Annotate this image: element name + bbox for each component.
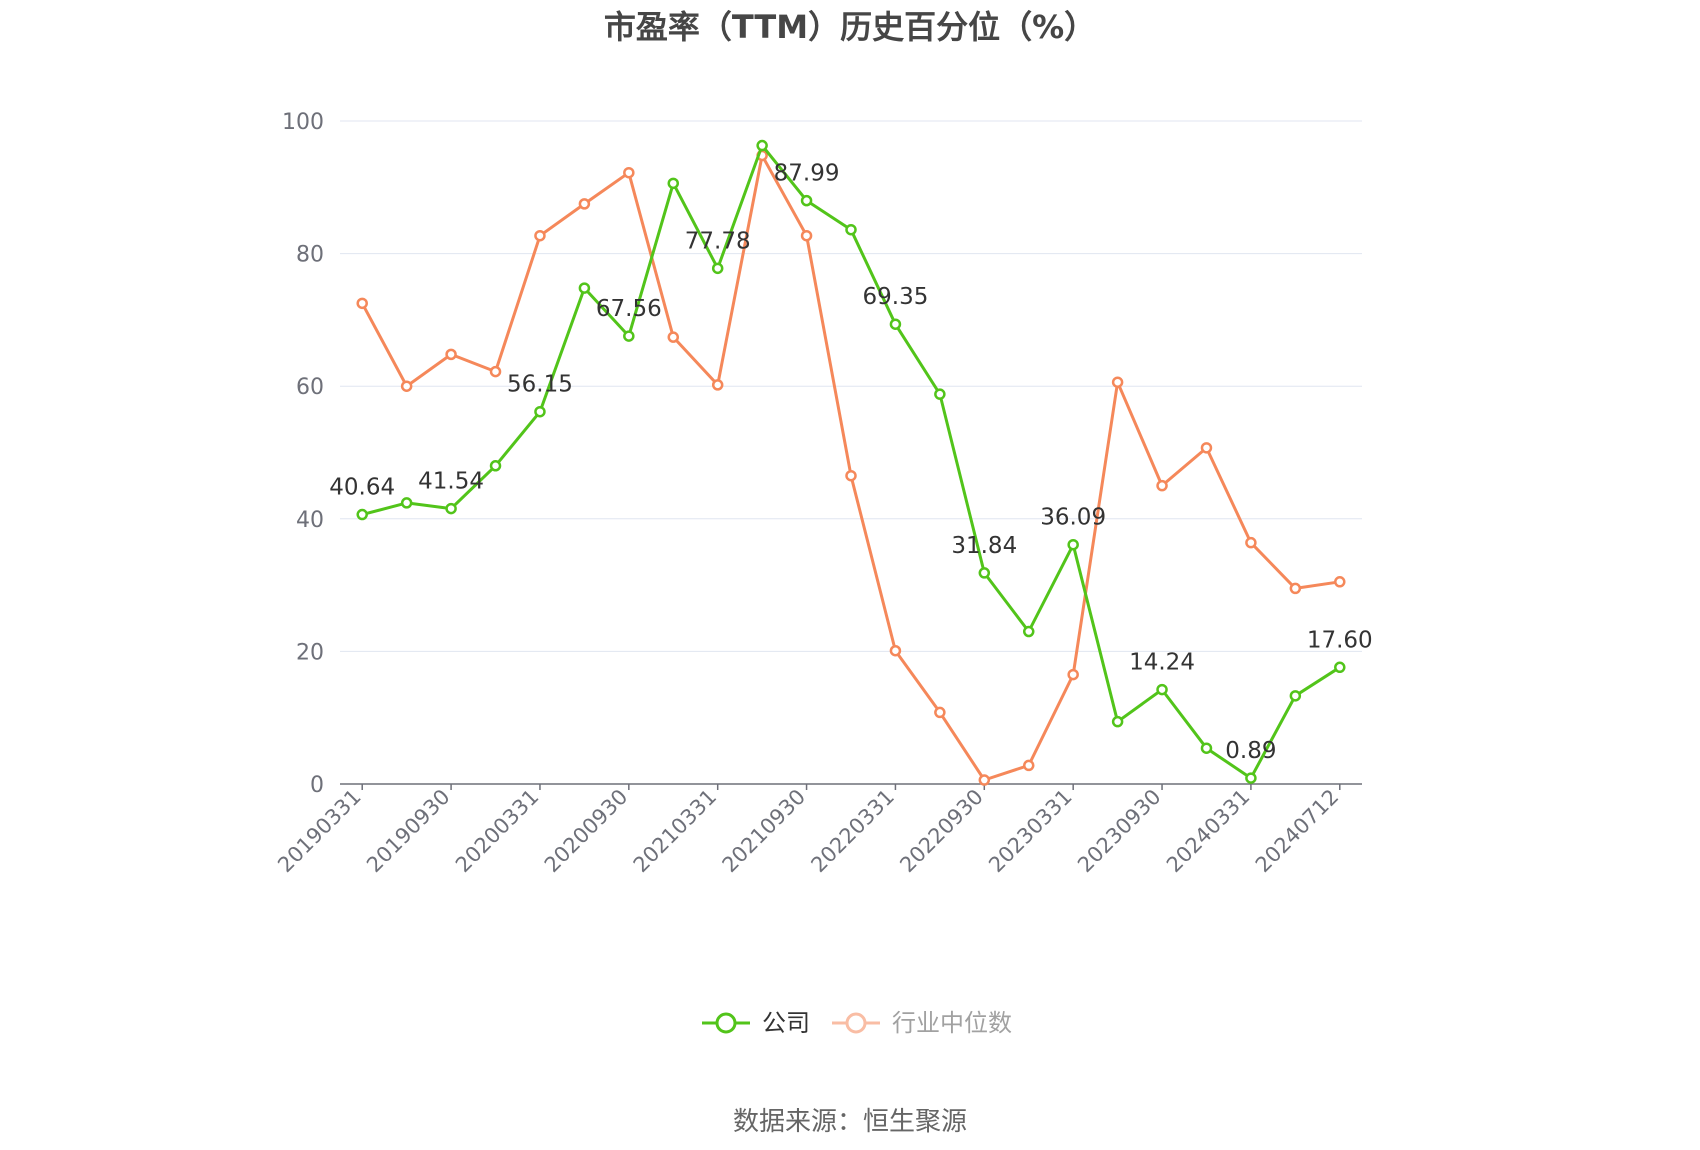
legend-company-label: 公司 [762, 1009, 810, 1037]
legend-company-marker [715, 1012, 737, 1034]
data-point[interactable] [800, 229, 813, 242]
data-point[interactable] [1156, 683, 1168, 696]
data-label: 87.99 [774, 161, 840, 187]
data-labels: 40.64 41.54 56.15 67.56 77.78 87.99 69.35 31.84… [329, 161, 1372, 764]
data-point[interactable] [934, 706, 946, 719]
series-line [360, 154, 1341, 782]
data-point[interactable] [1111, 715, 1124, 728]
data-point[interactable] [623, 166, 635, 179]
data-point[interactable] [1111, 376, 1124, 388]
chart-title: 市盈率（TTM）历史百分位（%） [604, 8, 1096, 46]
y-tick-label: 40 [296, 508, 324, 533]
data-label: 31.84 [951, 533, 1017, 559]
x-tick-label: 20220331 [806, 785, 899, 878]
data-point[interactable] [845, 223, 857, 236]
y-tick-label: 100 [282, 110, 324, 135]
y-tick-label: 60 [296, 375, 324, 400]
data-label: 41.54 [418, 469, 484, 495]
data-point[interactable] [1067, 538, 1079, 551]
data-point[interactable] [1334, 661, 1346, 674]
series-line [361, 144, 1341, 780]
legend: 公司 行业中位数 [702, 1009, 1012, 1037]
data-point[interactable] [978, 567, 991, 579]
data-label: 0.89 [1225, 738, 1276, 764]
data-point[interactable] [667, 177, 680, 190]
data-point[interactable] [578, 198, 591, 210]
x-tick-label: 20230930 [1073, 785, 1166, 878]
data-point[interactable] [711, 262, 724, 275]
data-point[interactable] [1200, 742, 1213, 754]
grid-lines [340, 120, 1362, 652]
data-label: 36.09 [1040, 505, 1106, 531]
legend-industry-marker [845, 1012, 867, 1034]
data-point[interactable] [1156, 479, 1168, 492]
data-point[interactable] [356, 297, 368, 310]
data-point[interactable] [1067, 668, 1079, 681]
data-point[interactable] [445, 502, 457, 515]
data-point[interactable] [1022, 625, 1035, 638]
y-tick-label: 80 [296, 243, 324, 268]
y-tick-label: 20 [296, 640, 324, 665]
x-tick-label: 20190331 [273, 785, 366, 878]
data-point[interactable] [400, 497, 413, 509]
data-point[interactable] [667, 331, 680, 343]
data-label: 69.35 [863, 284, 929, 310]
data-point[interactable] [1334, 576, 1346, 588]
data-point[interactable] [800, 194, 813, 207]
x-tick-label: 20210331 [629, 785, 722, 878]
data-point[interactable] [845, 469, 857, 482]
data-point[interactable] [1200, 442, 1213, 454]
series-company [356, 139, 1346, 784]
data-label: 77.78 [685, 228, 751, 254]
data-label: 40.64 [329, 475, 395, 501]
data-point[interactable] [1022, 759, 1035, 772]
data-point[interactable] [356, 508, 368, 521]
x-tick-label: 20190930 [362, 785, 455, 878]
data-point[interactable] [1245, 536, 1257, 549]
data-label: 17.60 [1307, 627, 1373, 653]
x-tick-label: 20210930 [718, 785, 811, 878]
series-industry-median [356, 149, 1346, 786]
x-tick-label: 20200930 [540, 785, 633, 878]
data-point[interactable] [711, 379, 724, 391]
x-tick-label: 20240712 [1251, 785, 1344, 878]
legend-item-company[interactable]: 公司 [702, 1009, 810, 1037]
data-point[interactable] [756, 139, 768, 152]
x-tick-label: 20230331 [984, 785, 1077, 878]
data-point[interactable] [534, 229, 546, 242]
data-point[interactable] [1245, 772, 1257, 784]
legend-industry-label: 行业中位数 [892, 1009, 1012, 1037]
data-point[interactable] [489, 460, 502, 472]
data-point[interactable] [1289, 582, 1302, 595]
data-point[interactable] [889, 644, 902, 657]
y-tick-label: 0 [310, 773, 324, 798]
series-layer [356, 139, 1346, 786]
data-point[interactable] [889, 318, 902, 330]
legend-item-industry-median[interactable]: 行业中位数 [832, 1009, 1012, 1037]
data-point[interactable] [489, 365, 502, 378]
data-point[interactable] [934, 388, 946, 400]
x-tick-label: 20200331 [451, 785, 544, 878]
x-tick-label: 20240331 [1162, 785, 1255, 878]
data-point[interactable] [623, 330, 635, 342]
x-tick-label: 20220930 [895, 785, 988, 878]
data-point[interactable] [400, 380, 413, 392]
data-label: 67.56 [596, 296, 662, 322]
data-point[interactable] [978, 774, 991, 786]
data-point[interactable] [445, 348, 457, 361]
data-point[interactable] [578, 282, 591, 294]
data-point[interactable] [1289, 690, 1302, 702]
data-source: 数据来源：恒生聚源 [733, 1107, 967, 1137]
data-label: 56.15 [507, 372, 573, 398]
data-label: 14.24 [1129, 650, 1195, 676]
data-point[interactable] [534, 405, 546, 418]
